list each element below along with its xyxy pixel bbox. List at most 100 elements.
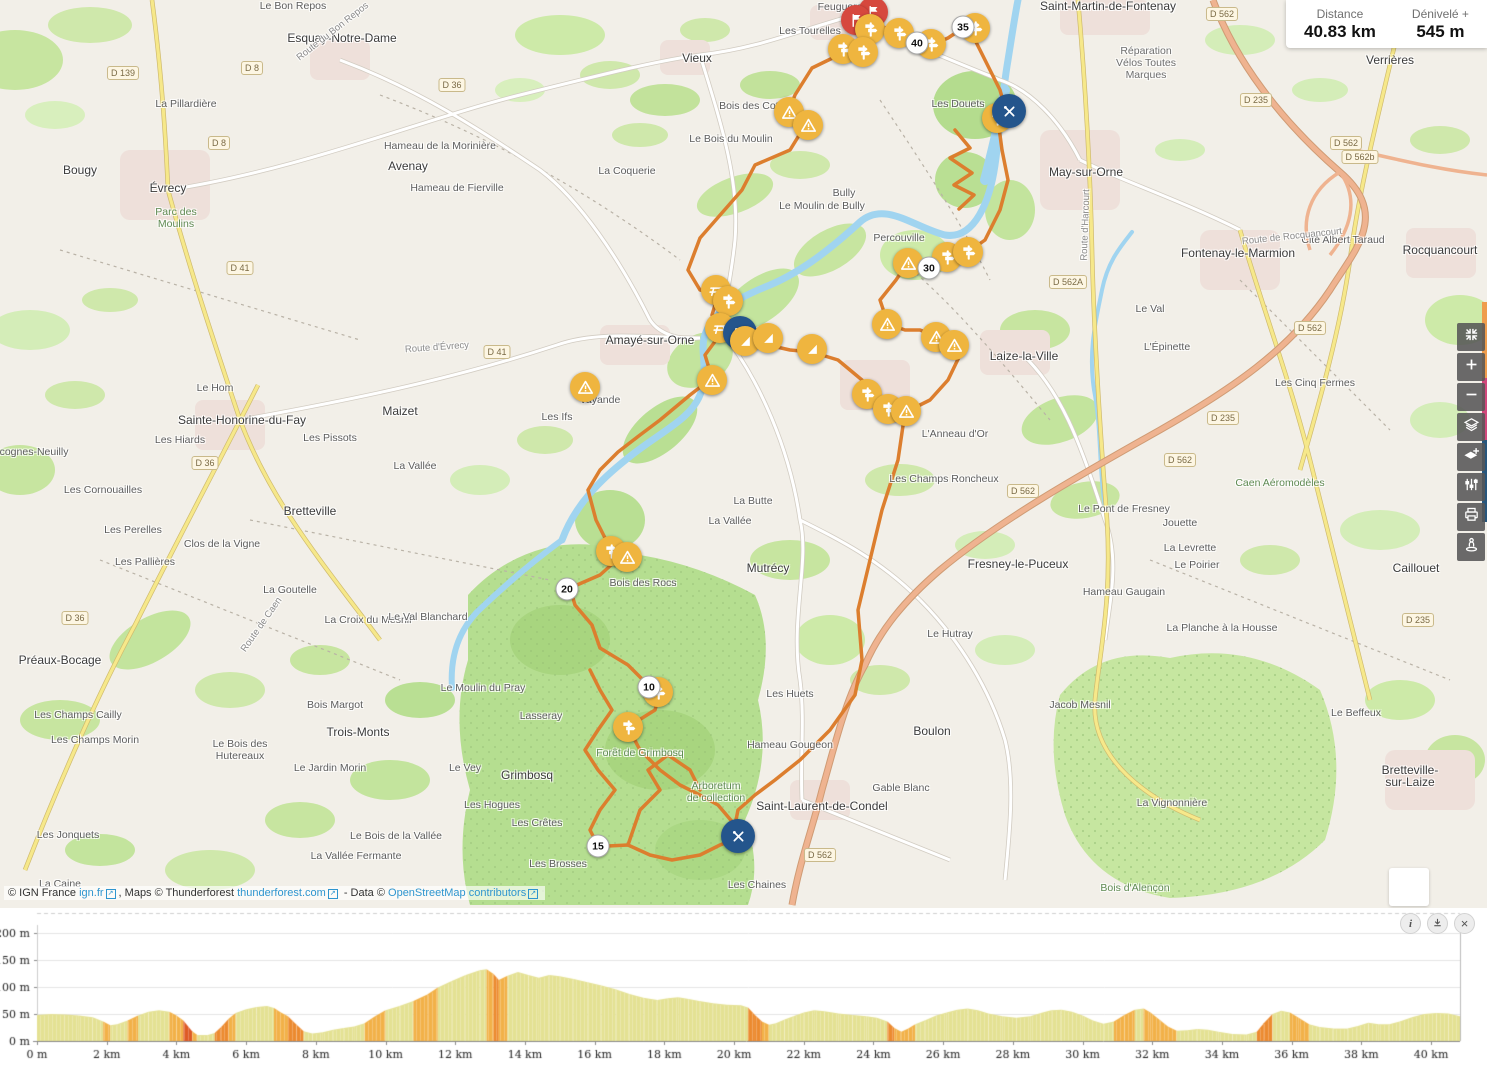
warning-marker[interactable] [697,365,727,395]
print-button[interactable] [1457,503,1485,531]
road-shield: D 562 [1205,7,1239,21]
layers-button[interactable] [1457,413,1485,441]
map-label: Le Moulin de Bully [779,200,865,212]
map-label: Le Bon Repos [259,0,327,12]
map-label: Boulon [913,724,951,738]
info-button[interactable]: i [1400,913,1421,934]
warning-marker[interactable] [793,110,823,140]
map-label: Saint-Martin-de-Fontenay [1039,0,1177,13]
map-label: Hameau de Fierville [410,182,504,194]
elevation-profile-panel: i × [0,908,1487,1076]
map-label: Bois d'Alençon [1100,882,1170,894]
road-shield: D 562 [1329,136,1363,150]
map-label: Saint-Laurent-de-Condel [756,799,888,813]
map-label: Les Champs Morin [50,734,140,746]
guidepost-marker[interactable] [848,37,878,67]
map-label: Les Hogues [463,799,521,811]
map-label: Le Moulin du Pray [440,682,526,694]
elevation-chart[interactable] [0,908,1487,1076]
map-label: Route de Caen [238,595,285,655]
collapse-icon [1463,326,1480,348]
road-shield: D 562 [1293,321,1327,335]
warning-marker[interactable] [612,542,642,572]
attribution-maps-text: , Maps © Thunderforest [118,887,235,899]
map-label: Réparation Vélos Toutes Marques [1116,45,1176,81]
streetview-button[interactable] [1457,533,1485,561]
map-label: Parc des Moulins [155,206,197,230]
guidepost-marker[interactable] [953,237,983,267]
map-label: La Goutelle [263,584,317,596]
map-label: Hameau Gaugain [1082,586,1166,598]
map-label: Bully [832,187,856,199]
guidepost-marker[interactable] [613,712,643,742]
map-label: Lasseray [519,710,563,722]
road-shield: D 235 [1401,613,1435,627]
map-label: Les Cornouailles [63,484,143,496]
map-label: La Butte [733,495,773,507]
zoom-in-icon [1463,356,1480,378]
collapse-button[interactable] [1457,323,1485,351]
map-label: Le Bois des Hutereaux [212,738,268,762]
map-label: Fresney-le-Puceux [967,557,1069,571]
map-label: Évrecy [149,181,187,195]
external-link-icon: ↗ [528,889,539,899]
map-label: Le Poirier [1174,559,1220,571]
map-canvas[interactable]: Bougy Esquay-Notre-Dame Évrecy Avenay Vieux M… [0,0,1487,908]
ign-link[interactable]: ign.fr [79,887,104,899]
map-label: Sainte-Honorine-du-Fay [177,413,307,427]
warning-marker[interactable] [872,309,902,339]
map-label: Route du Bon Repos [294,0,371,64]
close-icon: × [1460,916,1469,931]
zoom-in-button[interactable] [1457,353,1485,381]
external-link-icon: ↗ [105,889,116,899]
elevation-gain-label: Dénivelé + [1411,6,1469,21]
zoom-out-button[interactable] [1457,383,1485,411]
map-label: Le Bois du Moulin [689,133,773,145]
add-overlay-button[interactable] [1457,443,1485,471]
thunderforest-link[interactable]: thunderforest.com [237,887,326,899]
map-label: Le Vey [448,762,482,774]
close-button[interactable]: × [1454,913,1475,934]
road-shield: D 8 [207,136,231,150]
map-label: La Pillardière [155,98,217,110]
road-shield: D 562b [1341,150,1379,164]
warning-marker[interactable] [570,372,600,402]
map-label: Vacognes-Neuilly [0,446,69,458]
elevation-gain-value: 545 m [1416,21,1465,41]
km-marker-10: 10 [637,675,661,699]
map-label: Fontenay-le-Marmion [1180,246,1296,260]
road-shield: D 562 [1006,484,1040,498]
attribution-ign-text: © IGN France [8,887,77,899]
map-label: Gable Blanc [872,782,930,794]
map-label: Verrières [1365,53,1415,67]
map-label: Le Hom [196,382,234,394]
osm-link[interactable]: OpenStreetMap contributors [388,887,527,899]
map-label: Les Cinq Fermes [1275,377,1355,389]
map-attribution: © IGN France ign.fr ↗, Maps © Thunderfore… [4,886,546,900]
warning-marker[interactable] [939,330,969,360]
map-label: Le Pont de Fresney [1078,503,1170,515]
map-label: Les Brosses [529,858,587,870]
distance-value: 40.83 km [1304,21,1376,41]
guidepost-marker[interactable] [713,286,743,316]
map-label: La Croix du Mesnil [324,614,412,626]
warning-marker[interactable] [891,396,921,426]
settings-button[interactable] [1457,473,1485,501]
map-label: Le Val Blanchard [388,611,468,623]
food-marker[interactable] [721,819,755,853]
download-button[interactable] [1427,913,1448,934]
road-shield: D 36 [61,611,89,625]
sail-marker[interactable] [797,334,827,364]
map-label: Route de Rocquancourt [1241,225,1343,248]
food-marker[interactable] [992,94,1026,128]
map-label: Les Chaines [727,879,787,891]
map-overlays: Bougy Esquay-Notre-Dame Évrecy Avenay Vieux M… [0,0,1477,894]
map-label: Esquay-Notre-Dame [287,31,397,45]
elevation-panel-buttons: i × [1400,913,1475,934]
road-shield: D 8 [240,61,264,75]
zoom-out-icon [1463,386,1480,408]
map-label: Percouville [873,232,925,244]
km-marker-40: 40 [905,31,929,55]
sail-marker[interactable] [753,323,783,353]
attribution-data-text: - Data © [340,887,385,899]
